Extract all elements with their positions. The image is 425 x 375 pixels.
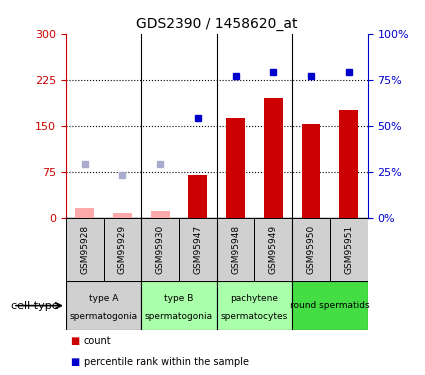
Bar (339, 110, 358, 218)
Text: ■: ■ (70, 336, 79, 346)
Bar (141, 281, 217, 330)
Bar (104, 217, 141, 281)
Bar (113, 213, 132, 217)
Text: round spermatids: round spermatids (290, 301, 370, 310)
Text: ■: ■ (70, 357, 79, 367)
Text: type B: type B (164, 294, 194, 303)
Text: pachytene: pachytene (230, 294, 278, 303)
Bar (66, 281, 141, 330)
Text: GSM95930: GSM95930 (156, 225, 164, 274)
Bar (302, 124, 320, 217)
Text: GSM95947: GSM95947 (193, 225, 202, 274)
Text: count: count (84, 336, 111, 346)
Bar (264, 98, 283, 218)
Bar (330, 217, 368, 281)
Text: spermatogonia: spermatogonia (70, 312, 138, 321)
Bar (217, 217, 255, 281)
Bar (188, 175, 207, 217)
Bar (292, 217, 330, 281)
Title: GDS2390 / 1458620_at: GDS2390 / 1458620_at (136, 17, 298, 32)
Bar (141, 217, 179, 281)
Text: GSM95928: GSM95928 (80, 225, 89, 274)
Text: GSM95949: GSM95949 (269, 225, 278, 274)
Text: GSM95950: GSM95950 (306, 225, 315, 274)
Text: spermatogonia: spermatogonia (145, 312, 213, 321)
Text: spermatocytes: spermatocytes (221, 312, 288, 321)
Text: GSM95951: GSM95951 (344, 225, 353, 274)
Text: cell type: cell type (11, 301, 58, 310)
Text: GSM95948: GSM95948 (231, 225, 240, 274)
Bar (217, 281, 292, 330)
Text: GSM95929: GSM95929 (118, 225, 127, 274)
Bar (75, 209, 94, 218)
Bar (255, 217, 292, 281)
Bar (179, 217, 217, 281)
Bar (226, 118, 245, 218)
Text: type A: type A (89, 294, 118, 303)
Text: percentile rank within the sample: percentile rank within the sample (84, 357, 249, 367)
Bar (292, 281, 368, 330)
Bar (151, 211, 170, 217)
Bar (66, 217, 104, 281)
